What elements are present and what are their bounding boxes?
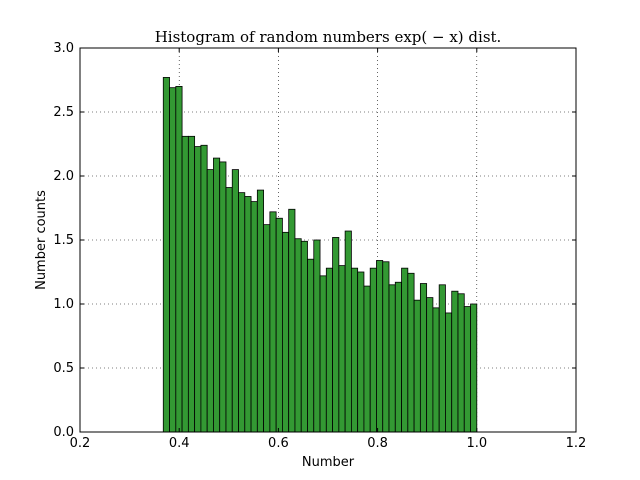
histogram-bar bbox=[219, 161, 227, 433]
y-tick-label: 1.5 bbox=[53, 233, 74, 248]
histogram-bar bbox=[363, 285, 371, 433]
histogram-bar bbox=[200, 144, 208, 433]
y-axis-label: Number counts bbox=[34, 190, 49, 290]
y-tick-label: 2.5 bbox=[53, 105, 74, 120]
histogram-bar bbox=[169, 87, 177, 433]
histogram-bar bbox=[426, 297, 434, 433]
y-tick-label: 0.0 bbox=[53, 425, 74, 440]
histogram-bar bbox=[307, 258, 315, 433]
x-tick-label: 0.6 bbox=[268, 436, 289, 451]
histogram-bar bbox=[194, 146, 202, 433]
histogram-bar bbox=[213, 157, 221, 433]
histogram-bar bbox=[300, 240, 308, 433]
histogram-bar bbox=[369, 267, 377, 433]
histogram-bar bbox=[187, 135, 196, 433]
x-tick-label: 0.4 bbox=[169, 436, 190, 451]
histogram-bar bbox=[382, 261, 390, 433]
y-tick-label: 3.0 bbox=[53, 41, 74, 56]
histogram-bar bbox=[325, 267, 333, 433]
histogram-bar bbox=[438, 284, 446, 433]
x-tick-label: 0.8 bbox=[367, 436, 388, 451]
histogram-bar bbox=[463, 306, 471, 433]
histogram-bar bbox=[357, 271, 365, 433]
histogram-bar bbox=[413, 299, 421, 433]
histogram-bar bbox=[319, 275, 327, 433]
axis-ticks: 0.2 0.4 0.6 0.8 1.0 1.2 0.0 0.5 1.0 1.5 2.0 2.5 3.0 bbox=[53, 41, 586, 451]
histogram-bar bbox=[457, 293, 465, 433]
histogram-bar bbox=[181, 135, 189, 433]
y-tick-label: 2.0 bbox=[53, 169, 74, 184]
x-tick-label: 1.0 bbox=[466, 436, 487, 451]
histogram-bar bbox=[401, 267, 409, 433]
histogram-bars bbox=[162, 77, 478, 433]
histogram-bar bbox=[162, 77, 170, 433]
histogram-bar bbox=[250, 201, 258, 433]
histogram-bar bbox=[269, 211, 277, 433]
histogram-bar bbox=[275, 217, 283, 433]
histogram-bar bbox=[344, 230, 352, 433]
histogram-bar bbox=[282, 231, 290, 433]
histogram-bar bbox=[350, 267, 359, 433]
histogram-bar bbox=[288, 208, 296, 433]
histogram-bar bbox=[451, 290, 459, 433]
histogram-bar bbox=[231, 169, 239, 433]
histogram-bar bbox=[206, 169, 214, 433]
histogram-bar bbox=[407, 272, 415, 433]
histogram-bar bbox=[294, 238, 302, 433]
histogram-bar bbox=[388, 284, 396, 433]
x-tick-label: 0.2 bbox=[70, 436, 91, 451]
y-tick-label: 1.0 bbox=[53, 297, 74, 312]
chart-title: Histogram of random numbers exp( − x) di… bbox=[155, 28, 502, 46]
histogram-bar bbox=[376, 260, 384, 433]
histogram-bar bbox=[470, 303, 478, 433]
histogram-bar bbox=[313, 239, 321, 433]
histogram-bar bbox=[445, 312, 453, 433]
histogram-bar bbox=[338, 265, 346, 433]
histogram-bar bbox=[419, 283, 428, 433]
histogram-bar bbox=[394, 281, 402, 433]
histogram-bar bbox=[244, 196, 252, 433]
histogram-bar bbox=[332, 237, 340, 433]
histogram-bar bbox=[256, 189, 265, 433]
histogram-bar bbox=[175, 86, 183, 433]
histogram-bar bbox=[263, 224, 271, 433]
x-tick-label: 1.2 bbox=[566, 436, 587, 451]
histogram-bar bbox=[225, 187, 233, 433]
histogram-bar bbox=[238, 192, 246, 433]
histogram-bar bbox=[432, 307, 440, 433]
y-tick-label: 0.5 bbox=[53, 361, 74, 376]
x-axis-label: Number bbox=[302, 455, 355, 470]
